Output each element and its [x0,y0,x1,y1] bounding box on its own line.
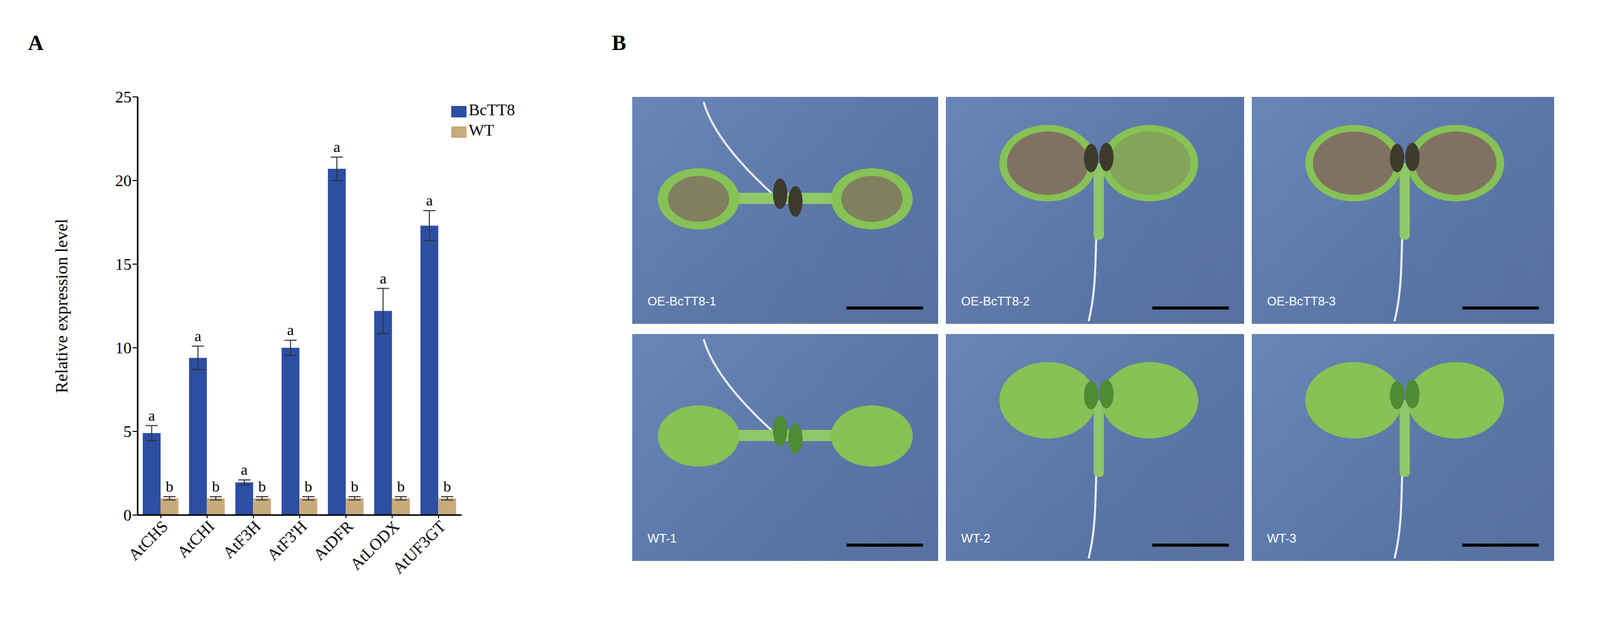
html-text:BcTT8: BcTT8 [468,100,515,119]
svg-text:b: b [397,477,405,495]
svg-text:b: b [350,477,359,495]
svg-text:a: a [333,138,341,156]
svg-text:AtDFR: AtDFR [309,516,357,564]
svg-text:AtCHS: AtCHS [124,517,172,564]
svg-text:a: a [379,269,387,287]
svg-text:AtLODX: AtLODX [346,516,403,574]
svg-text:25: 25 [115,87,132,107]
html-text:WT-2: WT-2 [961,531,991,546]
svg-text:AtCHI: AtCHI [173,517,218,562]
svg-text:b: b [165,477,174,495]
svg-text:Relative expression level: Relative expression level [52,218,71,394]
html-text:A: A [28,31,44,55]
svg-text:10: 10 [115,338,132,357]
svg-text:a: a [240,460,248,478]
html-text:OE-BcTT8-1: OE-BcTT8-1 [647,294,717,308]
html-text:WT-3: WT-3 [1267,531,1297,546]
html-text:OE-BcTT8-3: OE-BcTT8-3 [1267,294,1336,308]
html-text:WT: WT [468,120,495,140]
svg-text:b: b [212,477,220,495]
html-text:B: B [611,31,627,55]
svg-text:a: a [287,321,294,339]
svg-text:AtF3'H: AtF3'H [263,517,311,564]
html-text:OE-BcTT8-2: OE-BcTT8-2 [961,294,1030,308]
svg-text:AtF3H: AtF3H [219,517,265,562]
svg-text:15: 15 [115,254,132,274]
html-text:WT-1: WT-1 [647,531,677,546]
svg-text:AtUF3GT: AtUF3GT [389,516,450,578]
svg-text:b: b [258,477,267,495]
svg-text:b: b [443,477,452,495]
svg-text:a: a [425,191,433,209]
svg-text:20: 20 [115,171,132,190]
svg-text:b: b [304,477,313,495]
svg-text:0: 0 [123,505,132,525]
svg-text:5: 5 [123,422,132,441]
svg-text:a: a [148,406,156,424]
svg-text:a: a [194,327,202,345]
